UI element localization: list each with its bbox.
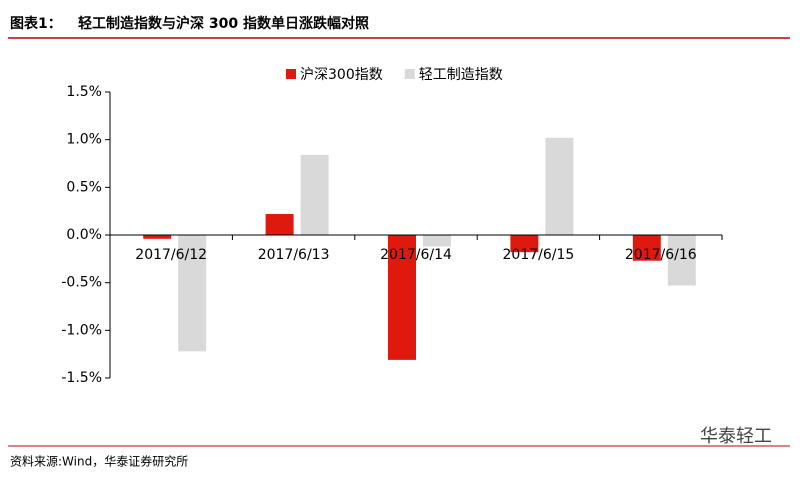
bar	[510, 235, 539, 253]
x-tick-label: 2017/6/15	[503, 247, 575, 263]
y-tick-label: 1.5%	[66, 84, 102, 100]
bar	[265, 214, 294, 235]
bar	[667, 235, 696, 286]
y-tick-label: 0.5%	[66, 179, 102, 195]
y-tick-label: -1.5%	[61, 370, 102, 386]
source: 资料来源:Wind，华泰证券研究所	[10, 454, 188, 469]
bar	[143, 235, 172, 239]
figure-label: 图表1：	[10, 15, 62, 32]
y-tick-label: 0.0%	[66, 227, 102, 243]
x-tick-label: 2017/6/13	[258, 247, 330, 263]
bar	[388, 235, 416, 360]
bar	[178, 235, 207, 352]
x-tick-label: 2017/6/16	[625, 247, 697, 263]
legend-label: 沪深300指数	[300, 67, 383, 83]
legend-swatch	[286, 69, 296, 79]
bar	[300, 154, 329, 235]
chart-title: 轻工制造指数与沪深 300 指数单日涨跌幅对照	[78, 15, 369, 32]
x-tick-label: 2017/6/12	[135, 247, 207, 263]
bar	[423, 235, 451, 247]
y-tick-label: -1.0%	[61, 322, 102, 338]
bar	[545, 137, 574, 235]
watermark: 华泰轻工	[700, 426, 772, 447]
legend-swatch	[404, 69, 415, 79]
legend-label: 轻工制造指数	[419, 67, 503, 83]
y-tick-label: -0.5%	[61, 275, 102, 291]
y-tick-label: 1.0%	[66, 132, 102, 148]
x-tick-label: 2017/6/14	[380, 247, 452, 263]
bar	[632, 235, 661, 261]
